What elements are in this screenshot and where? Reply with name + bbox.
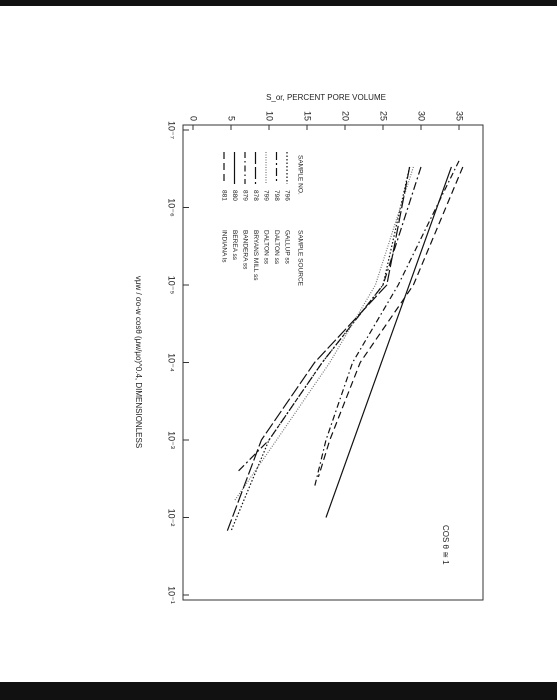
legend-header: SAMPLE SOURCE	[296, 230, 303, 287]
legend-source: INDIANA ls	[220, 230, 227, 263]
legend-source: BANDERA ss	[241, 230, 248, 270]
y-tick-label: 5	[227, 116, 237, 121]
legend-source: GALLUP ss	[283, 230, 290, 265]
series-line	[230, 166, 411, 532]
y-tick-label: 0	[189, 116, 199, 121]
legend-number: 881	[220, 190, 227, 201]
series-line	[317, 166, 464, 478]
y-tick-label: 35	[455, 111, 465, 121]
legend-number: 798	[273, 190, 280, 201]
y-tick-label: 30	[417, 111, 427, 121]
legend-number: 796	[283, 190, 290, 201]
series-line	[234, 166, 414, 501]
y-tick-label: 25	[379, 111, 389, 121]
legend-source: DALTON ss	[262, 230, 269, 265]
y-tick-label: 15	[303, 111, 313, 121]
x-tick-label: 10⁻⁷	[167, 121, 177, 139]
annotation: COS θ ≅ 1	[441, 525, 450, 565]
y-tick-label: 10	[265, 111, 275, 121]
series-line	[325, 166, 452, 518]
legend-number: 880	[231, 190, 238, 201]
x-tick-label: 10⁻⁴	[167, 353, 177, 372]
x-tick-label: 10⁻²	[167, 509, 177, 527]
legend-source: BEREA ss	[231, 230, 238, 261]
x-tick-label: 10⁻⁵	[167, 276, 177, 295]
series-line	[314, 160, 460, 487]
legend-number: 879	[241, 190, 248, 201]
rotated-chart: S_or, PERCENT PORE VOLUME vμw / σo-w cos…	[134, 93, 484, 604]
legend-source: DALTON ss	[273, 230, 280, 265]
top-bar	[0, 0, 557, 6]
y-axis-title: S_or, PERCENT PORE VOLUME	[266, 93, 386, 102]
x-tick-label: 10⁻⁶	[167, 198, 177, 217]
legend-source: BRYANS MILL ss	[252, 230, 259, 281]
series-line	[238, 166, 422, 472]
legend-number: 878	[252, 190, 259, 201]
y-tick-label: 20	[341, 111, 351, 121]
legend-header: SAMPLE NO.	[296, 155, 303, 195]
x-tick-label: 10⁻¹	[167, 586, 177, 604]
x-tick-label: 10⁻³	[167, 431, 177, 449]
x-axis-title: vμw / σo-w cosθ (μw/μo)^0.4, DIMENSIONLE…	[134, 276, 143, 448]
series-line	[226, 166, 411, 532]
bottom-bar	[0, 682, 557, 700]
legend-number: 799	[262, 190, 269, 201]
